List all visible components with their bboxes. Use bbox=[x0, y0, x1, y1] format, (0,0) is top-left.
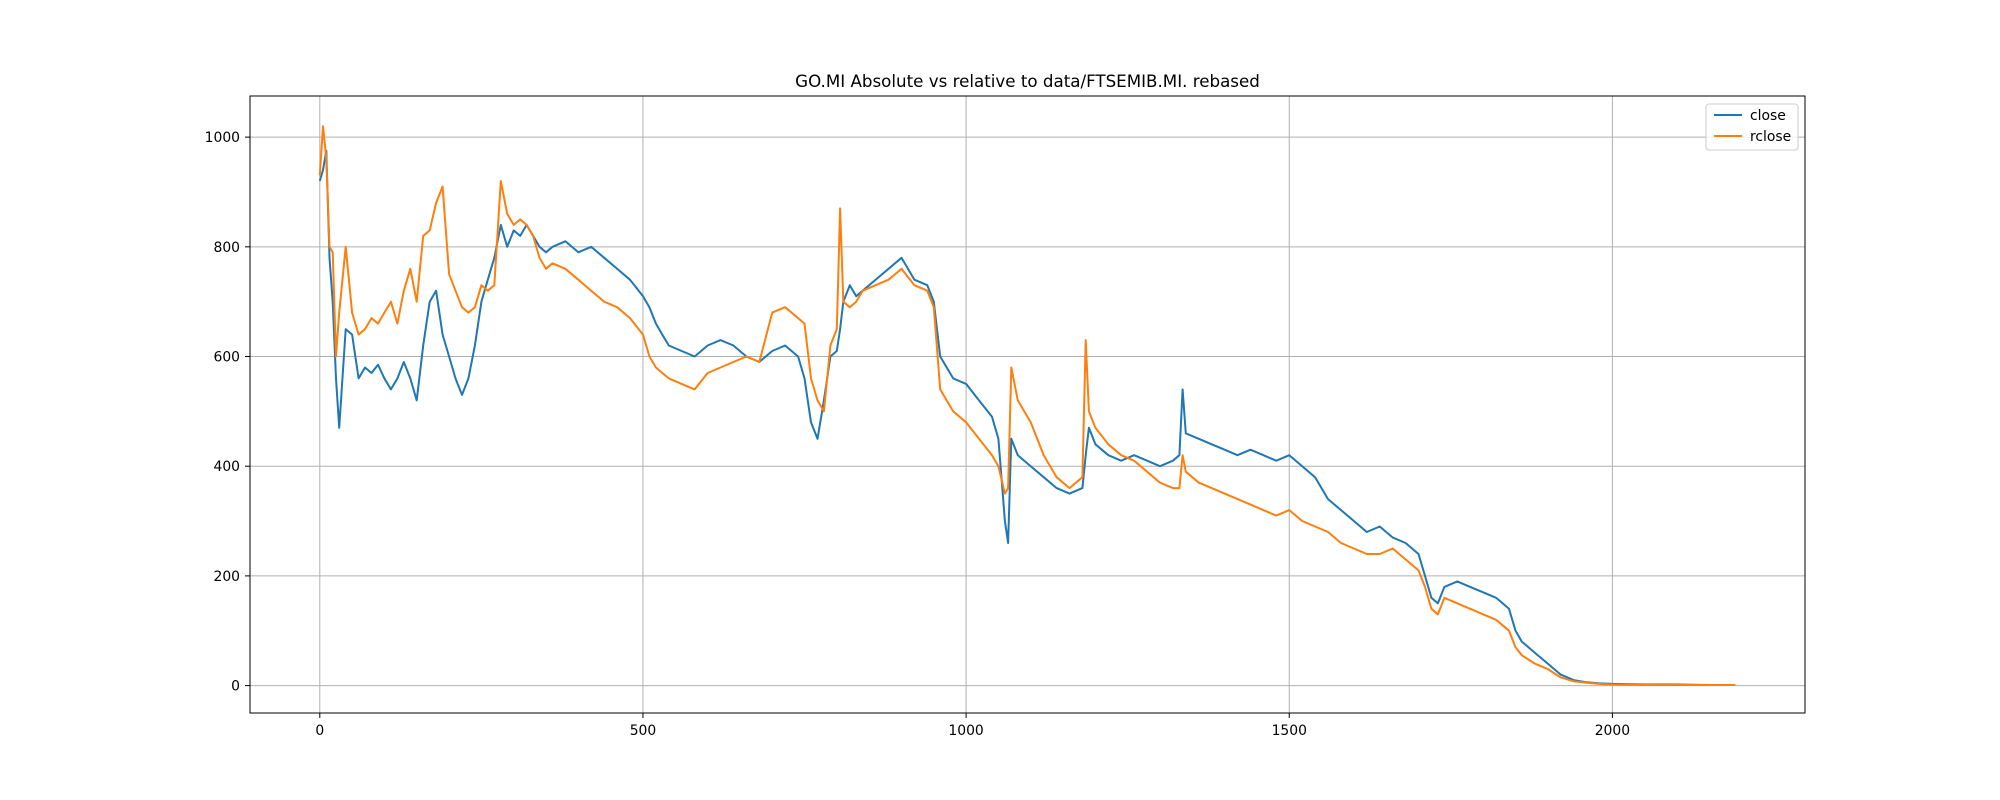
x-tick-label: 0 bbox=[315, 723, 324, 739]
y-tick-label: 400 bbox=[213, 459, 240, 475]
series-lines bbox=[318, 125, 1736, 686]
y-tick-label: 1000 bbox=[205, 130, 240, 146]
x-tick-label: 500 bbox=[630, 723, 657, 739]
x-tick-label: 1500 bbox=[1272, 723, 1307, 739]
x-tick-label: 1000 bbox=[948, 723, 983, 739]
series-line-rclose bbox=[318, 125, 1736, 686]
chart-title: GO.MI Absolute vs relative to data/FTSEM… bbox=[795, 71, 1260, 91]
legend-label-rclose: rclose bbox=[1750, 129, 1791, 145]
series-line-close bbox=[318, 149, 1736, 686]
y-tick-label: 200 bbox=[213, 569, 240, 585]
legend-label-close: close bbox=[1750, 108, 1786, 124]
y-tick-label: 600 bbox=[213, 350, 240, 366]
legend: close rclose bbox=[1705, 103, 1799, 151]
y-tick-label: 0 bbox=[231, 679, 240, 695]
grid bbox=[250, 96, 1805, 713]
axes-frame bbox=[249, 95, 1806, 714]
x-tick-label: 2000 bbox=[1595, 723, 1630, 739]
tick-marks: 0 500 1000 1500 2000 0 200 400 600 800 1000 bbox=[205, 130, 1630, 739]
y-tick-label: 800 bbox=[213, 240, 240, 256]
